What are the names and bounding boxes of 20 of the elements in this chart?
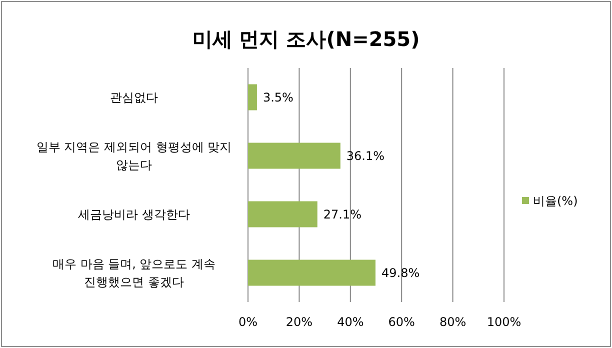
chart-title: 미세 먼지 조사(N=255) bbox=[192, 27, 420, 51]
x-tick-label: 0% bbox=[238, 315, 258, 329]
x-tick-label: 40% bbox=[337, 315, 364, 329]
y-tick-label: 관심없다 bbox=[110, 90, 158, 104]
bar bbox=[248, 201, 318, 228]
bar bbox=[248, 260, 376, 286]
data-label: 49.8% bbox=[381, 266, 420, 280]
x-tick-label: 100% bbox=[486, 315, 522, 329]
y-tick-label: 일부 지역은 제외되어 형평성에 맞지 않는다 bbox=[36, 140, 232, 172]
y-tick-label: 매우 마음 들며, 앞으로도 계속 진행했으면 좋겠다 bbox=[52, 256, 216, 289]
bar bbox=[248, 84, 257, 110]
x-tick-label: 20% bbox=[286, 315, 313, 329]
x-tick-label: 60% bbox=[388, 315, 415, 329]
y-tick-label: 세금낭비라 생각한다 bbox=[78, 207, 190, 222]
x-tick-label: 80% bbox=[439, 315, 466, 329]
data-label: 36.1% bbox=[346, 148, 385, 163]
data-label: 3.5% bbox=[262, 90, 294, 104]
legend-label: 비율(%) bbox=[533, 194, 578, 208]
data-label: 27.1% bbox=[323, 207, 362, 222]
bar bbox=[248, 142, 340, 169]
